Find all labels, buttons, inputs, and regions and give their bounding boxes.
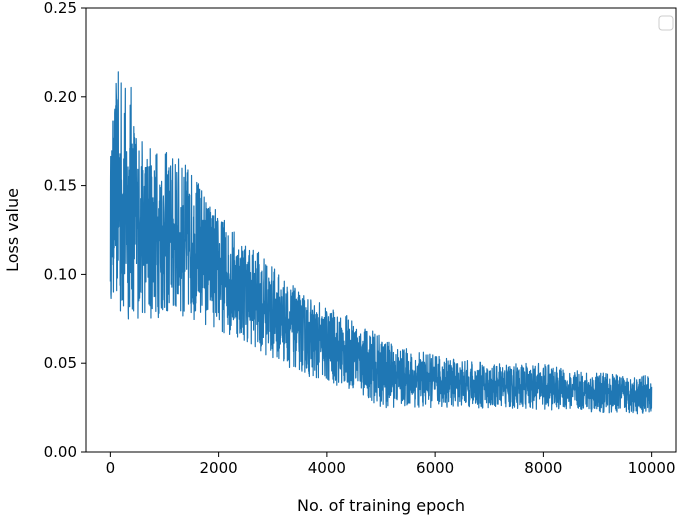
x-tick-label: 10000 xyxy=(628,459,676,477)
y-tick-label: 0.05 xyxy=(44,354,77,372)
y-tick-label: 0.20 xyxy=(44,88,77,106)
x-axis-label: No. of training epoch xyxy=(297,496,465,515)
x-tick-label: 6000 xyxy=(416,459,454,477)
x-tick-label: 2000 xyxy=(200,459,238,477)
series-layer xyxy=(109,71,653,415)
loss-series-line xyxy=(109,71,653,415)
plot-frame xyxy=(85,7,677,453)
y-tick-label: 0.00 xyxy=(44,443,77,461)
x-tick-label: 4000 xyxy=(308,459,346,477)
y-tick-label: 0.10 xyxy=(44,265,77,283)
x-tick-label: 8000 xyxy=(524,459,562,477)
x-tick-label: 0 xyxy=(106,459,116,477)
x-axis: 0 2000 4000 6000 8000 10000 xyxy=(106,452,676,477)
y-tick-label: 0.25 xyxy=(44,0,77,17)
y-axis-label: Loss value xyxy=(3,188,22,272)
legend-box xyxy=(658,15,674,31)
y-tick-label: 0.15 xyxy=(44,177,77,195)
y-axis: 0.00 0.05 0.10 0.15 0.20 0.25 xyxy=(44,0,86,461)
